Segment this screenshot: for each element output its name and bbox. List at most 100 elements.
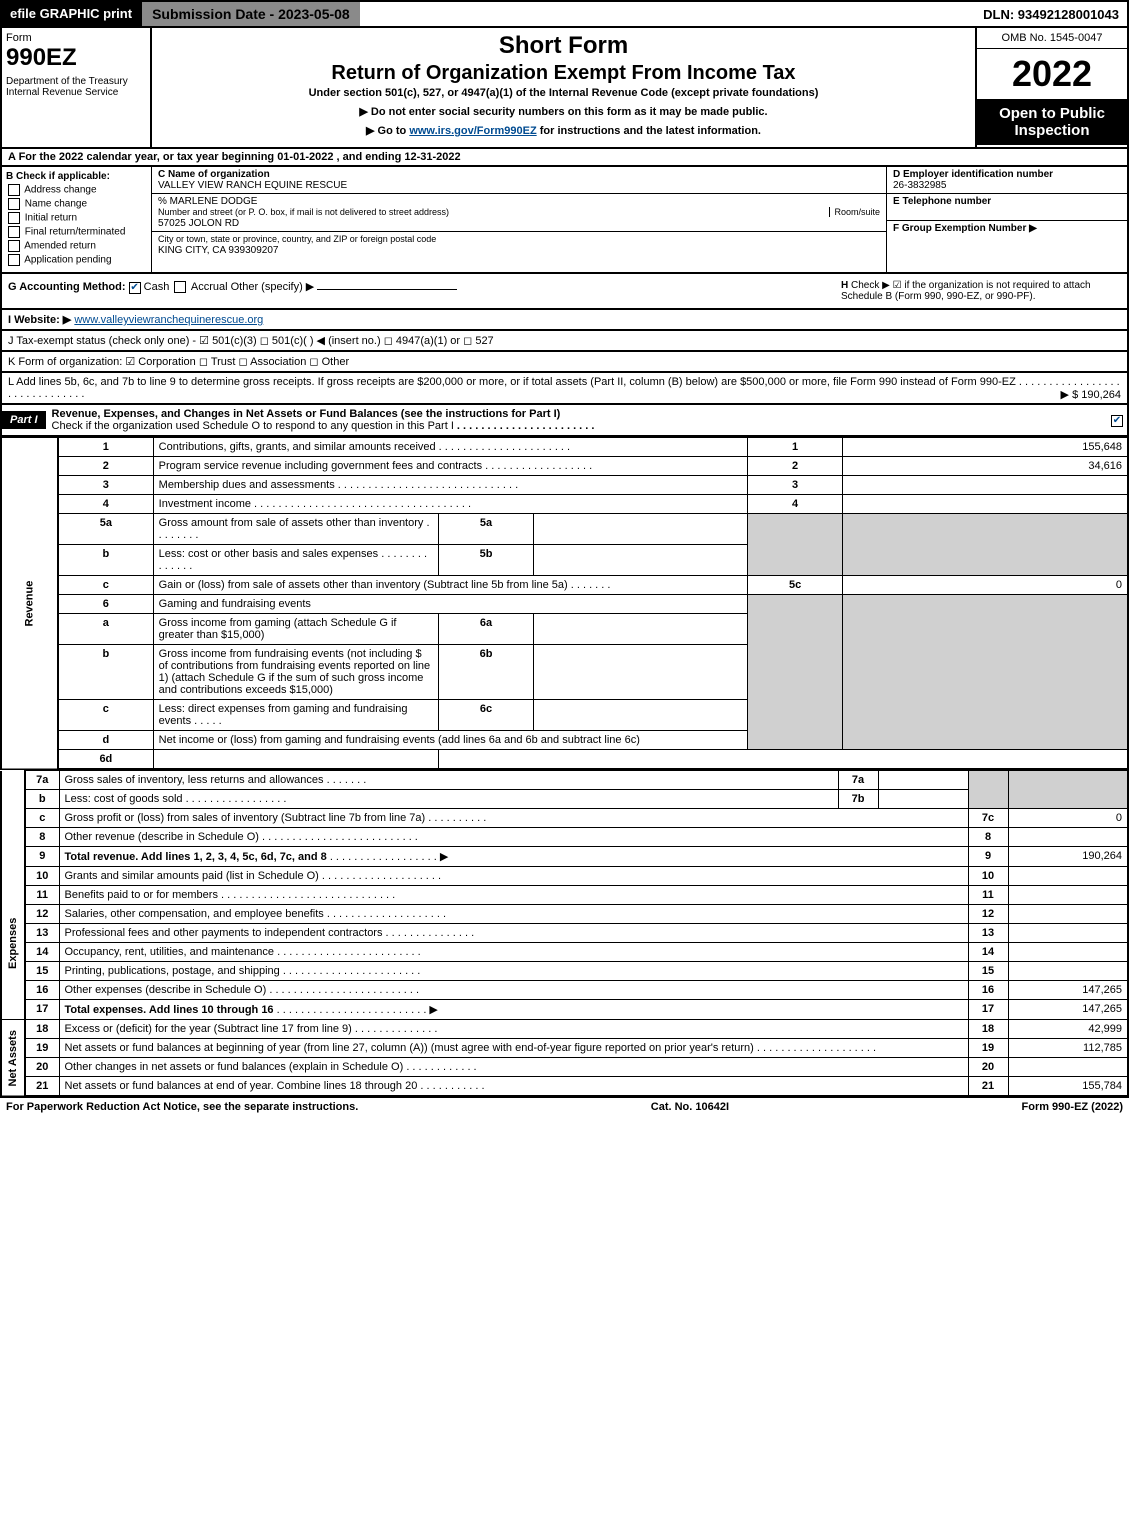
ln-16: 16 [25,981,59,1000]
num-17: 17 [968,1000,1008,1020]
part1-table: Revenue 1 Contributions, gifts, grants, … [0,437,1129,770]
desc-18: Excess or (deficit) for the year (Subtra… [59,1020,968,1039]
num-21: 21 [968,1077,1008,1097]
header-right: OMB No. 1545-0047 2022 Open to Public In… [977,28,1127,147]
cash-label: Cash [144,281,170,293]
check-amended-return[interactable]: Amended return [6,240,147,252]
check-cash[interactable]: ✔ [129,282,141,294]
ln-3: 3 [58,476,153,495]
phone-label: E Telephone number [893,196,991,207]
col-b: B Check if applicable: Address change Na… [2,167,152,272]
ln-18: 18 [25,1020,59,1039]
info-grid: B Check if applicable: Address change Na… [0,167,1129,274]
part1-table-2: 7a Gross sales of inventory, less return… [0,770,1129,1097]
form-word: Form [6,32,146,44]
check-accrual[interactable] [174,281,186,293]
ln-1: 1 [58,438,153,457]
check-address-change[interactable]: Address change [6,184,147,196]
num-12: 12 [968,905,1008,924]
desc-13: Professional fees and other payments to … [59,924,968,943]
ln-2: 2 [58,457,153,476]
ln-13: 13 [25,924,59,943]
department: Department of the Treasury Internal Reve… [6,76,146,98]
desc-15: Printing, publications, postage, and shi… [59,962,968,981]
part1-checkbox[interactable]: ✔ [1107,414,1127,427]
num-8: 8 [968,828,1008,847]
num-2: 2 [748,457,843,476]
short-form-title: Short Form [156,32,971,60]
side-revenue-2 [1,771,25,867]
ln-6a: a [58,614,153,645]
row-j: J Tax-exempt status (check only one) - ☑… [0,331,1129,352]
subtitle: Under section 501(c), 527, or 4947(a)(1)… [156,87,971,99]
row-g: G Accounting Method: ✔ Cash Accrual Othe… [8,280,841,302]
i-label: I Website: ▶ [8,314,71,326]
irs-link[interactable]: www.irs.gov/Form990EZ [409,125,536,137]
instr2-post: for instructions and the latest informat… [537,125,761,137]
check-initial-return[interactable]: Initial return [6,212,147,224]
sub-5a: 5a [438,514,533,545]
part1-label: Part I [2,411,46,429]
omb-number: OMB No. 1545-0047 [977,28,1127,49]
h-label: H [841,280,848,291]
amt-10 [1008,867,1128,886]
row-k: K Form of organization: ☑ Corporation ◻ … [0,352,1129,373]
check-name-change[interactable]: Name change [6,198,147,210]
ln-19: 19 [25,1039,59,1058]
amt-3 [843,476,1128,495]
part1-title-text: Revenue, Expenses, and Changes in Net As… [52,408,561,420]
desc-20: Other changes in net assets or fund bala… [59,1058,968,1077]
ln-14: 14 [25,943,59,962]
ln-12: 12 [25,905,59,924]
desc-3: Membership dues and assessments . . . . … [153,476,747,495]
side-netassets: Net Assets [1,1020,25,1097]
col-d: D Employer identification number 26-3832… [887,167,1127,272]
org-name: VALLEY VIEW RANCH EQUINE RESCUE [158,180,347,191]
website-link[interactable]: www.valleyviewranchequinerescue.org [74,314,263,326]
desc-9: Total revenue. Add lines 1, 2, 3, 4, 5c,… [59,847,968,867]
row-i: I Website: ▶ www.valleyviewranchequinere… [0,310,1129,331]
num-1: 1 [748,438,843,457]
return-title: Return of Organization Exempt From Incom… [156,62,971,85]
col-c: C Name of organization VALLEY VIEW RANCH… [152,167,887,272]
efile-print-button[interactable]: efile GRAPHIC print [2,2,140,26]
amt-11 [1008,886,1128,905]
num-6d: 6d [58,750,153,770]
amt-20 [1008,1058,1128,1077]
num-20: 20 [968,1058,1008,1077]
ln-11: 11 [25,886,59,905]
footer-center: Cat. No. 10642I [651,1101,729,1113]
sub-7b: 7b [838,790,878,809]
desc-16: Other expenses (describe in Schedule O) … [59,981,968,1000]
desc-7b: Less: cost of goods sold . . . . . . . .… [59,790,838,809]
city: KING CITY, CA 939309207 [158,245,278,256]
submission-date: Submission Date - 2023-05-08 [140,2,360,26]
header-left: Form 990EZ Department of the Treasury In… [2,28,152,147]
amt-6d [153,750,438,770]
section-a: A For the 2022 calendar year, or tax yea… [0,149,1129,167]
desc-19: Net assets or fund balances at beginning… [59,1039,968,1058]
group-label: F Group Exemption Number ▶ [893,223,1037,234]
desc-5b: Less: cost or other basis and sales expe… [153,545,438,576]
l-amount: ▶ $ 190,264 [1061,388,1121,401]
amt-8 [1008,828,1128,847]
desc-17: Total expenses. Add lines 10 through 16 … [59,1000,968,1020]
ein-label: D Employer identification number [893,169,1053,180]
amt-18: 42,999 [1008,1020,1128,1039]
ln-6d: d [58,731,153,750]
c-name-label: C Name of organization [158,169,270,180]
num-18: 18 [968,1020,1008,1039]
ln-5a: 5a [58,514,153,545]
check-application-pending[interactable]: Application pending [6,254,147,266]
num-3: 3 [748,476,843,495]
dln: DLN: 93492128001043 [975,3,1127,26]
tax-year: 2022 [977,49,1127,99]
desc-5c: Gain or (loss) from sale of assets other… [153,576,747,595]
amt-12 [1008,905,1128,924]
subval-7a [878,771,968,790]
header-center: Short Form Return of Organization Exempt… [152,28,977,147]
desc-4: Investment income . . . . . . . . . . . … [153,495,747,514]
check-final-return[interactable]: Final return/terminated [6,226,147,238]
side-revenue: Revenue [1,438,58,770]
subval-5a [534,514,748,545]
